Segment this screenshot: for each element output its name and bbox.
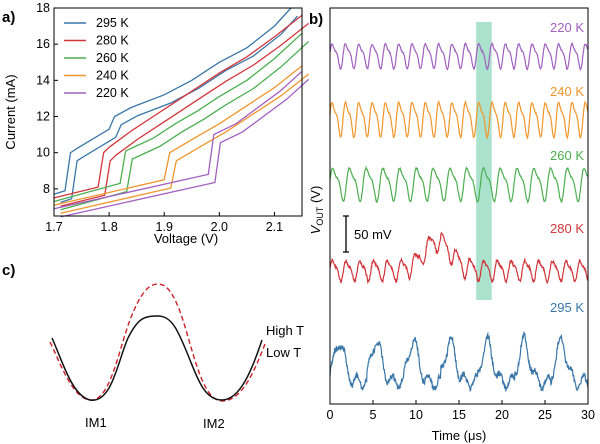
panel-label-b: b) [309,11,323,28]
low-t-label: Low T [266,345,301,360]
waveform-220-k [329,41,589,72]
y-tick-label: 14 [36,73,50,87]
panel-label-a: a) [2,9,15,26]
legend-entry-220-k: 220 K [64,86,129,100]
x-tick-label: 30 [581,408,595,422]
y-label-sub: OUT [315,206,325,226]
x-tick-label: 2.1 [266,220,283,234]
panel-b-x-label: Time (μs) [432,428,487,443]
x-tick-label: 10 [409,408,423,422]
panel-b-frame [329,7,589,405]
iv-curve-295-k-up [53,7,292,195]
iv-curve-240-k-up [53,65,303,206]
waveform-traces [329,41,589,393]
waveform-labels: 220 K 240 K 260 K 280 K 295 K [550,20,584,315]
x-tick-label: 0 [327,408,334,422]
panel-a-y-label: Current (mA) [3,74,18,149]
waveform-295-k [329,331,589,393]
iv-curve-295-k-down [60,15,299,204]
y-label-v: V [308,224,323,234]
iv-curve-260-k-up [53,32,303,203]
panel-label-c: c) [2,262,15,279]
panel-a-legend: 295 K 280 K 260 K 240 K 220 K [64,16,129,100]
iv-curve-220-k-down [60,78,310,218]
waveform-label-280-k: 280 K [550,221,584,236]
scale-bar-label: 50 mV [354,227,392,242]
legend-label: 240 K [96,69,129,83]
waveform-label-220-k: 220 K [550,20,584,35]
legend-label: 295 K [96,16,129,30]
waveform-label-260-k: 260 K [550,148,584,163]
legend-entry-280-k: 280 K [64,34,129,48]
iv-curve-240-k-down [60,73,310,214]
waveform-240-k [329,99,589,141]
x-tick-label: 5 [370,408,377,422]
waveform-280-k [329,231,589,285]
legend-label: 220 K [96,86,129,100]
legend-entry-240-k: 240 K [64,69,129,83]
iv-curve-280-k-up [53,14,303,199]
panel-b-waveforms: 220 K 240 K 260 K 280 K 295 K 0 5 10 15 20 25 30 T… [308,7,595,443]
low-t-curve [49,283,266,402]
waveform-260-k [329,165,589,205]
x-tick-label: 1.7 [45,220,62,234]
iv-curve-280-k-down [60,22,310,207]
legend-entry-295-k: 295 K [64,16,129,30]
iv-curve-260-k-down [60,41,310,211]
legend-label: 260 K [96,51,129,65]
x-tick-label: 1.8 [100,220,117,234]
panel-a-x-label: Voltage (V) [154,231,218,246]
waveform-label-240-k: 240 K [550,84,584,99]
high-t-curve [51,315,263,401]
panel-b-x-ticks: 0 5 10 15 20 25 30 [327,400,595,422]
waveform-label-295-k: 295 K [550,300,584,315]
scale-bar-line [343,215,349,253]
panel-b-y-label: VOUT (V) [308,186,325,235]
x-tick-label: 25 [538,408,552,422]
y-tick-label: 10 [36,146,50,160]
y-label-unit: (V) [308,186,323,207]
y-tick-label: 18 [36,1,50,15]
x-tick-label: 20 [495,408,509,422]
im1-label: IM1 [85,415,107,430]
iv-curves [53,7,310,218]
high-t-label: High T [266,323,304,338]
panel-c-potential-diagram: High T Low T IM1 IM2 [49,283,304,431]
scale-bar: 50 mV [343,215,392,253]
legend-label: 280 K [96,34,129,48]
im2-label: IM2 [203,416,225,431]
legend-entry-260-k: 260 K [64,51,129,65]
x-tick-label: 2.0 [211,220,228,234]
panel-a-x-ticks: 1.7 1.8 1.9 2.0 2.1 [45,212,283,234]
panel-a-frame [53,7,303,217]
y-tick-label: 16 [36,37,50,51]
panel-a-y-ticks: 8 10 12 14 16 18 [36,1,58,196]
y-tick-label: 12 [36,110,50,124]
y-tick-label: 8 [43,182,50,196]
highlight-band [476,22,492,300]
iv-curve-220-k-up [53,70,303,210]
x-tick-label: 15 [452,408,466,422]
x-tick-label: 1.9 [156,220,173,234]
